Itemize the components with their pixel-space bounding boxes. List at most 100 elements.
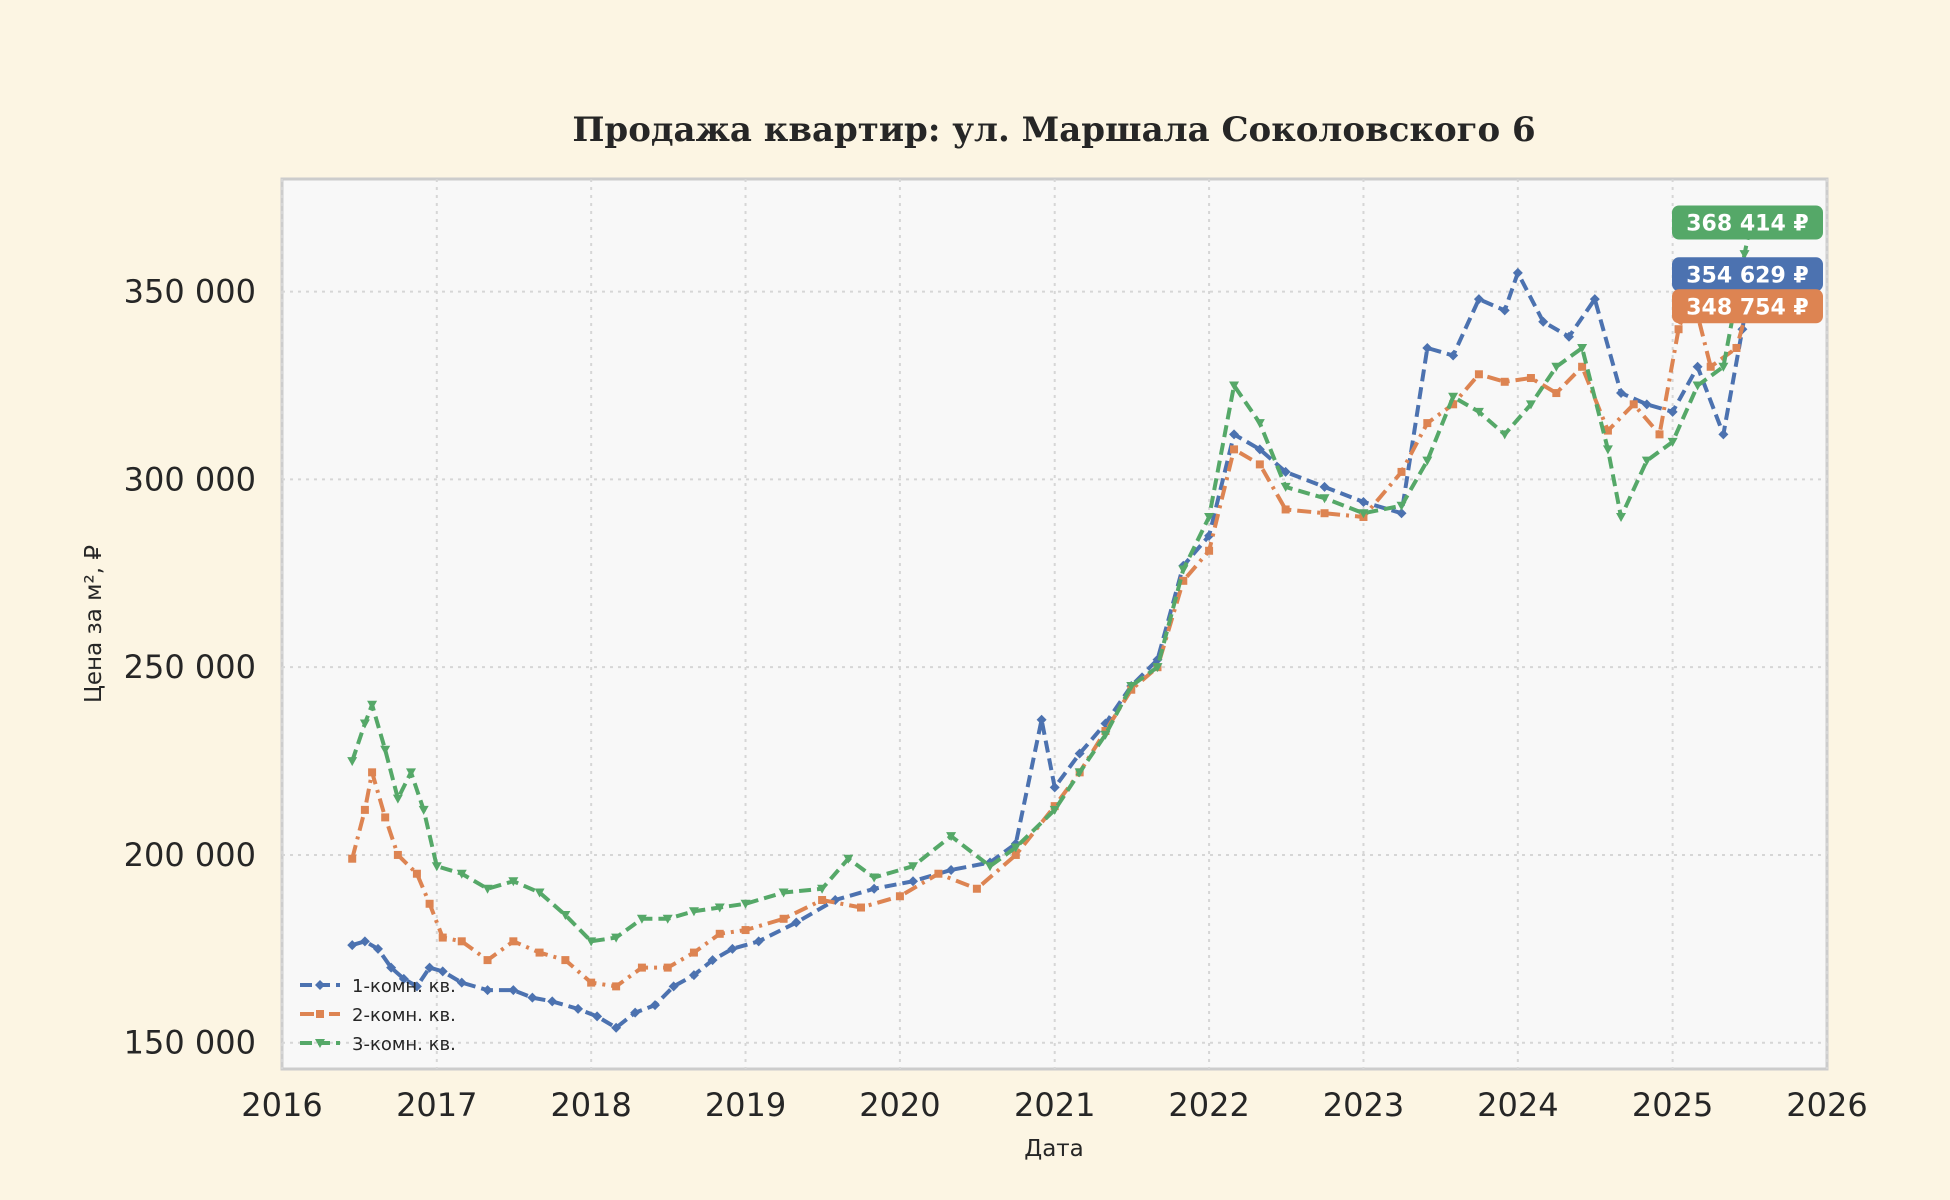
data-point xyxy=(668,981,679,992)
data-point xyxy=(611,933,622,943)
x-tick-label: 2023 xyxy=(1323,1086,1404,1124)
data-point xyxy=(946,864,957,875)
data-point xyxy=(431,862,442,872)
data-point xyxy=(1589,294,1600,305)
data-point xyxy=(741,926,750,935)
data-point xyxy=(1674,325,1683,334)
data-point xyxy=(1281,505,1290,514)
data-point xyxy=(1473,294,1484,305)
x-tick-label: 2024 xyxy=(1477,1086,1558,1124)
data-point xyxy=(347,757,358,767)
data-point xyxy=(1229,381,1240,391)
x-tick-label: 2026 xyxy=(1786,1086,1867,1124)
data-point xyxy=(1049,805,1060,815)
data-point xyxy=(1706,362,1715,371)
data-point xyxy=(869,873,880,883)
x-tick-label: 2017 xyxy=(396,1086,477,1124)
data-point xyxy=(778,888,789,898)
data-point xyxy=(1152,663,1163,673)
plot-area xyxy=(280,177,1829,1071)
end-labels: 368 414 ₽ 354 629 ₽ 348 754 ₽ xyxy=(1672,205,1823,324)
data-point xyxy=(1126,681,1137,691)
chart-title: Продажа квартир: ул. Маршала Соколовског… xyxy=(572,110,1535,150)
data-point xyxy=(1512,267,1523,278)
series-line xyxy=(351,270,1753,1030)
data-point xyxy=(688,907,699,917)
data-point xyxy=(1010,843,1021,853)
data-point xyxy=(650,1000,661,1011)
data-point xyxy=(1718,362,1729,372)
data-point xyxy=(1100,730,1111,740)
data-point xyxy=(1204,512,1215,522)
data-point xyxy=(1564,331,1575,342)
grid xyxy=(281,179,1828,1069)
data-point xyxy=(707,955,718,966)
data-point xyxy=(1739,250,1750,260)
end-label: 354 629 ₽ xyxy=(1672,257,1823,292)
x-tick-label: 2018 xyxy=(550,1086,631,1124)
data-point xyxy=(315,1039,325,1048)
end-label-box xyxy=(1672,205,1823,240)
data-point xyxy=(946,832,957,842)
legend-item: 1-комн. кв. xyxy=(300,976,456,997)
data-point xyxy=(457,937,466,946)
data-point xyxy=(1602,445,1613,455)
data-point xyxy=(1358,496,1369,507)
end-label-text: 354 629 ₽ xyxy=(1686,263,1808,288)
data-point xyxy=(1551,362,1562,372)
end-label-box xyxy=(1672,289,1823,324)
y-axis-label: Цена за м², ₽ xyxy=(81,545,107,703)
data-point xyxy=(411,981,422,992)
data-point xyxy=(456,869,467,879)
data-point xyxy=(586,937,597,947)
data-point xyxy=(714,903,725,913)
data-point xyxy=(817,884,828,894)
data-point xyxy=(1397,467,1406,476)
data-point xyxy=(1011,850,1020,859)
data-point xyxy=(1422,456,1433,466)
data-point xyxy=(1320,509,1329,518)
data-point xyxy=(561,956,570,965)
legend-label: 2-комн. кв. xyxy=(352,1005,456,1026)
data-point xyxy=(1692,361,1703,372)
data-point xyxy=(1603,426,1612,435)
data-point xyxy=(1732,343,1741,352)
data-point xyxy=(869,883,880,894)
data-point xyxy=(482,985,493,996)
x-tick-label: 2025 xyxy=(1632,1086,1713,1124)
data-point xyxy=(908,862,919,872)
data-point xyxy=(527,992,538,1003)
data-point xyxy=(1358,509,1369,519)
data-point xyxy=(1616,388,1627,399)
x-tick-label: 2019 xyxy=(705,1086,786,1124)
data-point xyxy=(1538,316,1549,327)
data-point xyxy=(663,963,672,972)
data-point xyxy=(972,884,981,893)
data-point xyxy=(637,963,646,972)
legend-item: 3-комн. кв. xyxy=(300,1034,456,1055)
data-point xyxy=(392,794,403,804)
y-tick-label: 200 000 xyxy=(124,836,256,874)
data-point xyxy=(843,854,854,864)
data-point xyxy=(612,982,621,991)
data-point xyxy=(1641,399,1652,410)
data-point xyxy=(1448,392,1459,402)
data-point xyxy=(1255,460,1264,469)
data-point xyxy=(1578,362,1587,371)
y-tick-label: 350 000 xyxy=(124,273,256,311)
data-point xyxy=(662,914,673,924)
data-point xyxy=(779,914,788,923)
data-point xyxy=(535,948,544,957)
data-point xyxy=(393,850,402,859)
data-point xyxy=(1473,407,1484,417)
data-point xyxy=(895,892,904,901)
data-point xyxy=(316,1010,324,1018)
data-point xyxy=(1641,456,1652,466)
data-point xyxy=(1230,445,1239,454)
data-point xyxy=(534,888,545,898)
legend-item: 2-комн. кв. xyxy=(300,1005,456,1026)
data-point xyxy=(405,768,416,778)
data-point xyxy=(727,943,738,954)
end-label: 368 414 ₽ xyxy=(1672,205,1823,240)
legend-label: 3-комн. кв. xyxy=(352,1034,456,1055)
